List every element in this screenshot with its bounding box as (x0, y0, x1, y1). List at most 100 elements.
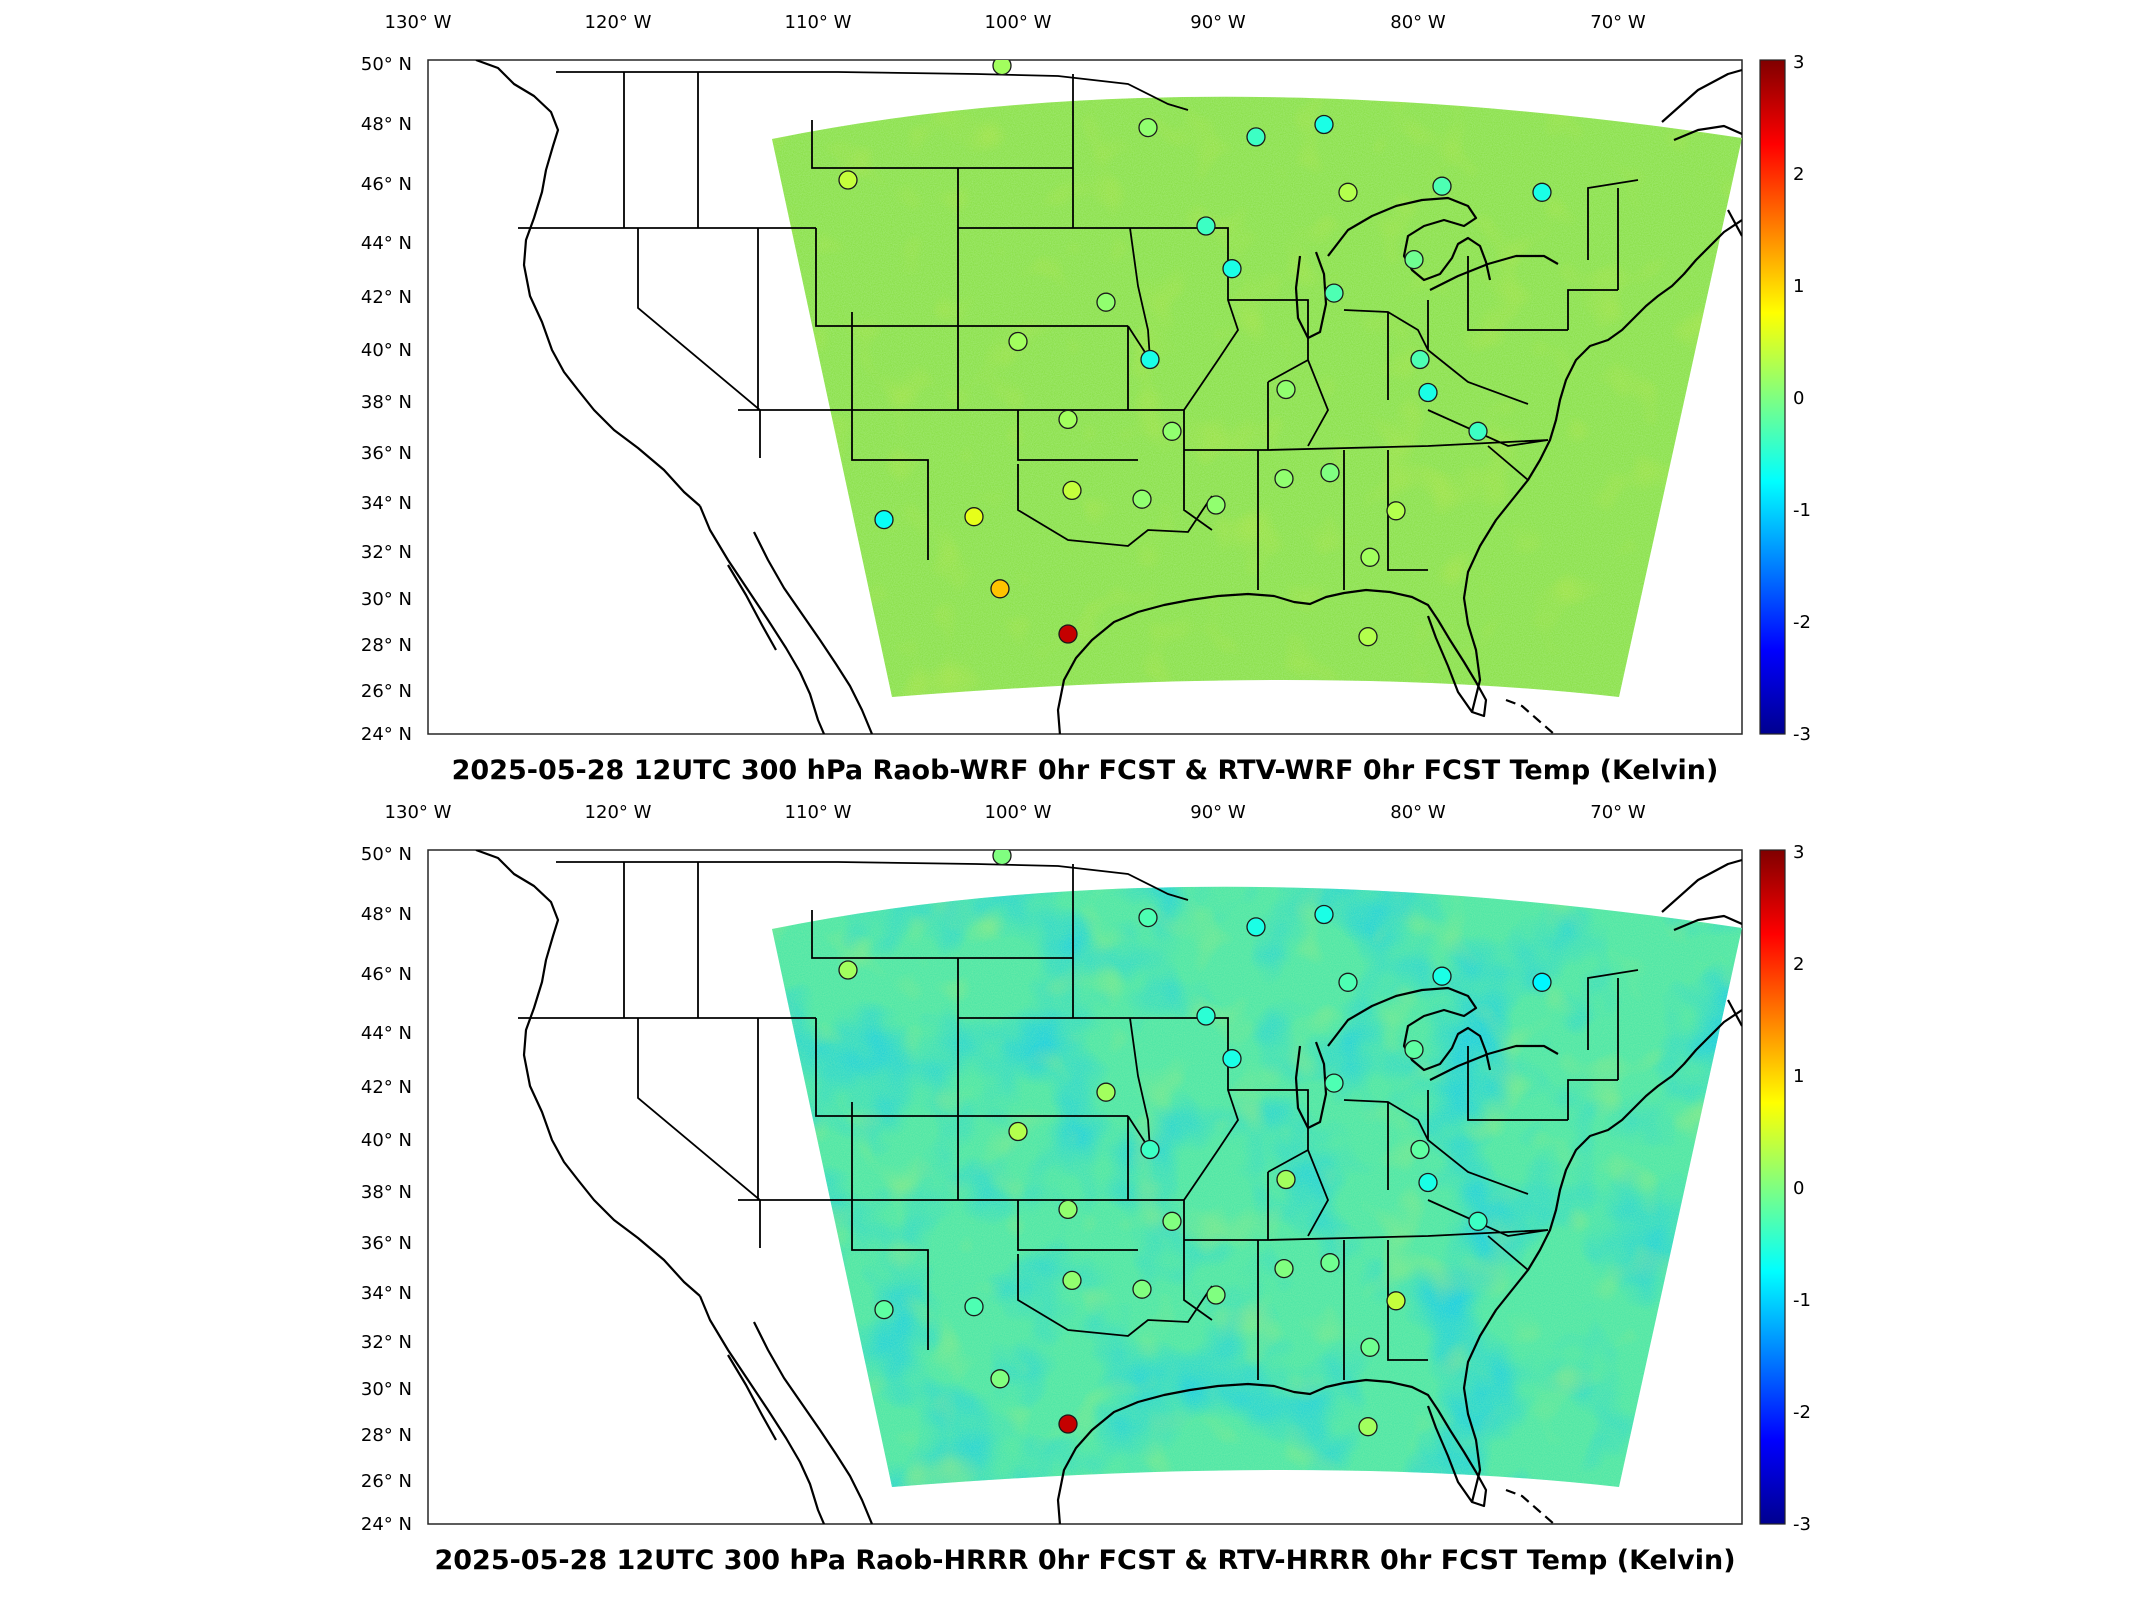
station-marker (1314, 114, 1334, 135)
colorbar-tick: 1 (1793, 276, 1804, 297)
station-marker (874, 509, 894, 530)
colorbar-top (1759, 59, 1786, 735)
map-area-bottom (475, 791, 1742, 1524)
station-marker (1058, 1199, 1078, 1220)
station-marker (1143, 791, 1161, 809)
lat-label: 40° N (361, 340, 412, 361)
station-marker (1132, 489, 1152, 509)
station-marker (992, 60, 1012, 76)
station-marker (1162, 1211, 1182, 1231)
station-marker (964, 507, 984, 527)
station-marker (990, 579, 1010, 599)
station-marker (1432, 966, 1452, 986)
station-marker (1418, 382, 1438, 403)
lon-label: 100° W (985, 802, 1052, 823)
station-marker (1358, 1417, 1378, 1437)
lat-label: 26° N (361, 681, 412, 702)
lake-erie-ontario (1429, 1044, 1559, 1081)
colorbar-tick: 3 (1793, 52, 1804, 73)
lon-label: 130° W (385, 802, 452, 823)
lat-label: 34° N (361, 493, 412, 514)
lat-label: 38° N (361, 1182, 412, 1203)
lat-label: 36° N (361, 443, 412, 464)
lat-label: 28° N (361, 1425, 412, 1446)
lat-label: 46° N (361, 174, 412, 195)
nova-scotia (1727, 999, 1742, 1027)
station-marker (1008, 1121, 1028, 1142)
west-coast (475, 850, 701, 1297)
gulf-of-california (753, 531, 874, 734)
longitude-labels-top: 130° W 120° W 110° W 100° W 90° W 80° W … (385, 12, 1646, 33)
lon-label: 120° W (585, 12, 652, 33)
station-marker (1222, 1049, 1242, 1069)
hudson-bay-edge (1661, 68, 1742, 123)
station-marker (1096, 292, 1116, 312)
state-lines (518, 862, 1639, 1380)
caribbean-islands (1505, 1488, 1555, 1524)
latitude-labels-top: 50° N 48° N 46° N 44° N 42° N 40° N 38° … (361, 54, 412, 745)
domain-grain-bottom (772, 886, 1742, 1487)
colorbar-tick: -1 (1793, 500, 1811, 521)
station-marker (992, 850, 1012, 866)
station-marker (838, 960, 858, 980)
east-coast (1462, 219, 1742, 713)
map-area-top (475, 60, 1742, 734)
lat-label: 24° N (361, 724, 412, 745)
hudson-bay-edge (1661, 858, 1742, 913)
baja-peninsula (698, 1295, 826, 1524)
colorbar-tick: 1 (1793, 1066, 1804, 1087)
panel-top: 130° W 120° W 110° W 100° W 90° W 80° W … (361, 12, 1811, 786)
state-lines (518, 72, 1639, 590)
lon-label: 80° W (1390, 802, 1446, 823)
station-marker (1468, 1211, 1488, 1231)
lat-label: 42° N (361, 1077, 412, 1098)
gulf-of-california (753, 1321, 874, 1524)
station-marker (1274, 468, 1294, 489)
colorbar-ticks-bottom: 3 2 1 0 -1 -2 -3 (1793, 842, 1811, 1535)
station-marker (1320, 1253, 1340, 1273)
station-marker (1062, 1270, 1082, 1291)
station-marker (1360, 1337, 1380, 1357)
station-marker (1096, 1082, 1116, 1102)
colorbar-tick: -2 (1793, 612, 1811, 633)
station-marker (1276, 379, 1296, 400)
station-marker (1140, 1139, 1160, 1160)
station-marker (1532, 972, 1552, 992)
lat-label: 32° N (361, 1332, 412, 1353)
station-marker (1418, 1172, 1438, 1193)
station-marker (964, 1297, 984, 1317)
station-marker (1324, 283, 1344, 303)
colorbar-bottom (1759, 849, 1786, 1525)
stations-bottom (838, 791, 1552, 1437)
gulf-coast (1056, 588, 1488, 734)
stations-top (838, 60, 1552, 647)
lat-label: 28° N (361, 635, 412, 656)
station-marker (1410, 349, 1430, 370)
lat-label: 48° N (361, 904, 412, 925)
lat-label: 30° N (361, 589, 412, 610)
caribbean-islands (1505, 698, 1555, 734)
lat-label: 24° N (361, 1514, 412, 1535)
colorbar-tick: 0 (1793, 1178, 1804, 1199)
station-marker (1062, 480, 1082, 501)
canada-border (556, 71, 1189, 111)
colorbar-tick: -1 (1793, 1290, 1811, 1311)
station-marker (1276, 1169, 1296, 1190)
lon-label: 100° W (985, 12, 1052, 33)
station-marker (1532, 182, 1552, 202)
state-borders-top (518, 71, 1639, 590)
coastline-top (475, 60, 1742, 734)
lon-label: 110° W (785, 12, 852, 33)
canada-border (556, 861, 1189, 901)
nova-scotia (1727, 209, 1742, 237)
colorbar-tick: -3 (1793, 1514, 1811, 1535)
station-marker (1386, 501, 1406, 521)
lat-label: 38° N (361, 392, 412, 413)
longitude-labels-bottom: 130° W 120° W 110° W 100° W 90° W 80° W … (385, 802, 1646, 823)
lat-label: 44° N (361, 233, 412, 254)
lon-label: 70° W (1590, 12, 1646, 33)
lon-label: 70° W (1590, 802, 1646, 823)
station-marker (1360, 547, 1380, 567)
lat-label: 32° N (361, 542, 412, 563)
